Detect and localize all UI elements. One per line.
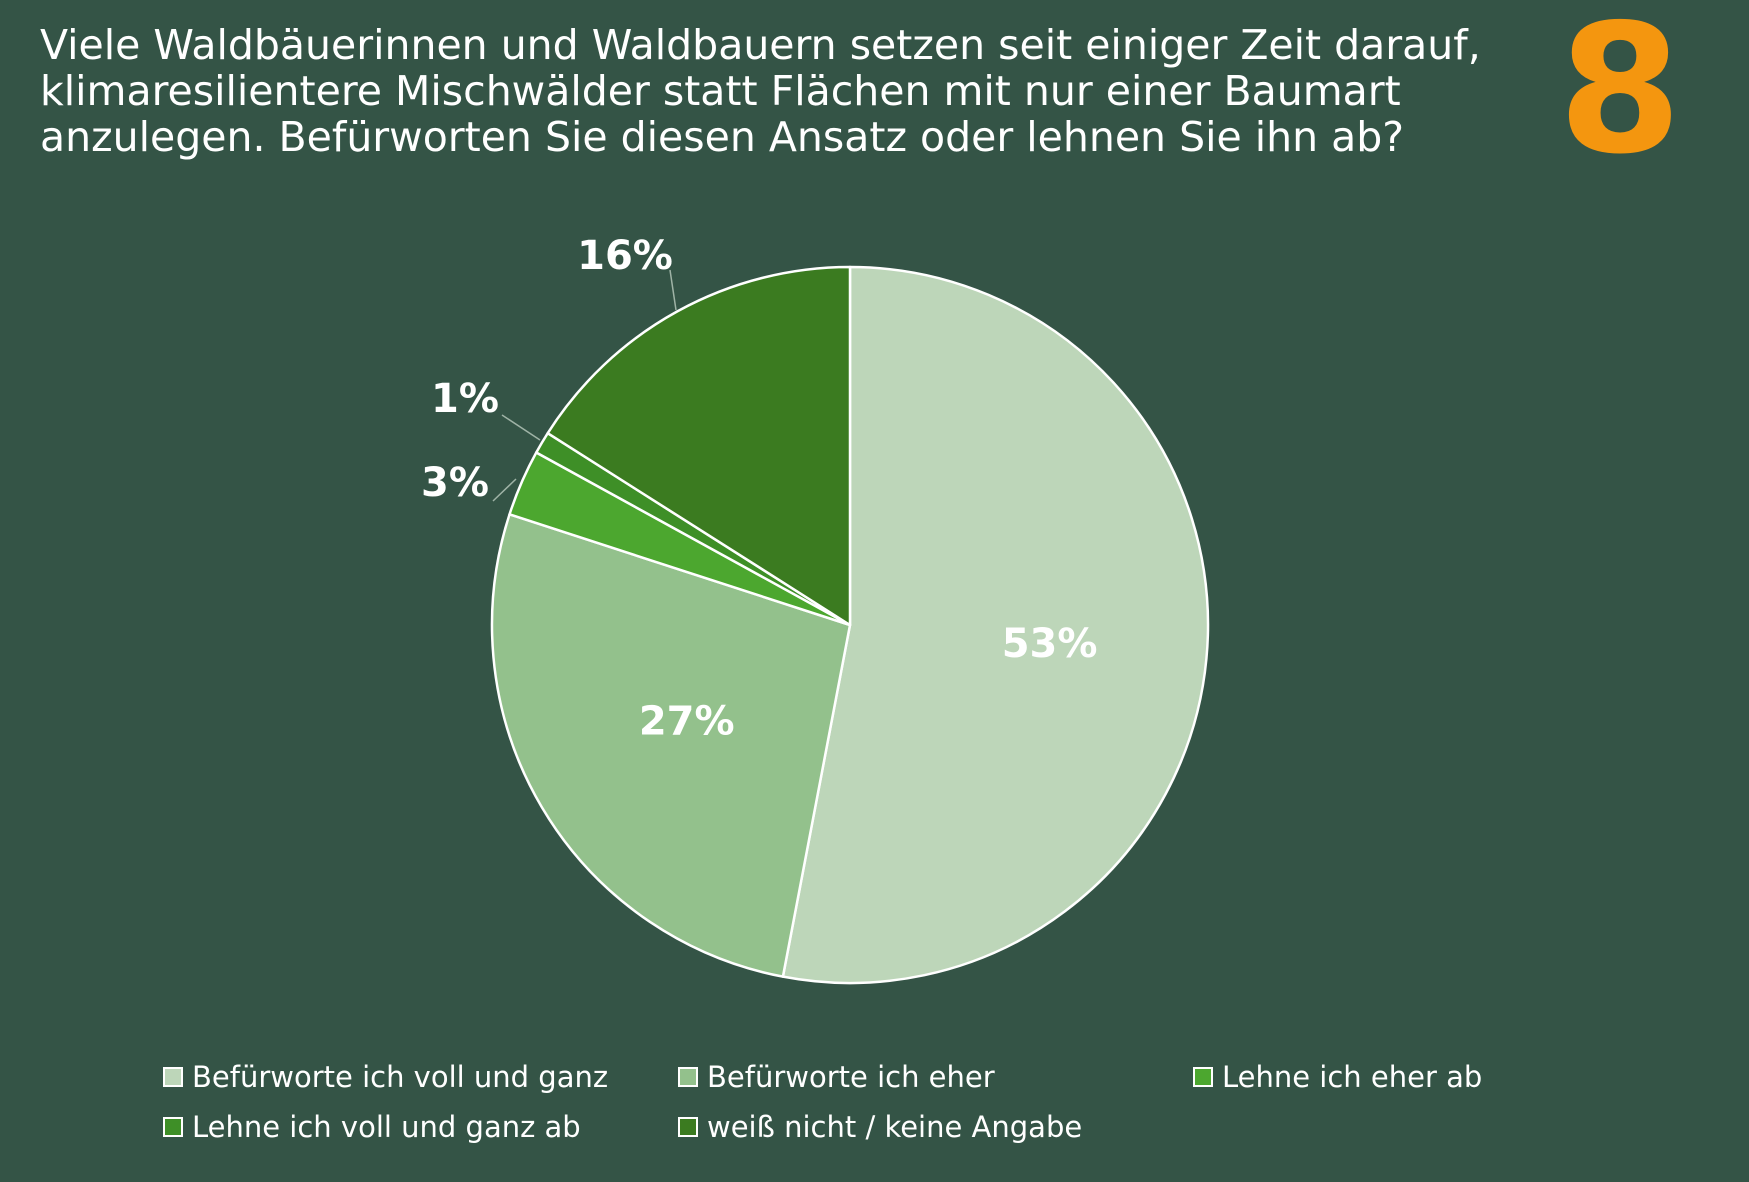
legend-label: weiß nicht / keine Angabe <box>707 1110 1083 1144</box>
question-number: 8 <box>1558 0 1682 193</box>
legend-label: Lehne ich eher ab <box>1222 1060 1483 1094</box>
legend-swatch <box>678 1117 698 1137</box>
data-label-lehne-ich-voll-und-ganz-ab: 1% <box>431 376 499 422</box>
leader-lines <box>492 269 677 502</box>
legend-swatch <box>1193 1067 1213 1087</box>
data-label-befuerworte-ich-eher: 27% <box>639 699 735 745</box>
legend-label: Befürworte ich voll und ganz <box>192 1060 609 1094</box>
slice-labels: 53% 27% 3% 1% 16% <box>421 233 1097 745</box>
legend-item-weiss-nicht-keine-angabe: weiß nicht / keine Angabe <box>678 1108 1193 1146</box>
data-label-weiss-nicht-keine-angabe: 16% <box>577 233 673 279</box>
legend-item-lehne-ich-voll-und-ganz-ab: Lehne ich voll und ganz ab <box>163 1108 678 1146</box>
data-label-befuerworte-ich-voll-und-ganz: 53% <box>1002 621 1098 667</box>
legend-swatch <box>163 1117 183 1137</box>
leader-line-lehne-ich-voll-und-ganz-ab <box>501 414 541 441</box>
pie-slice-befuerworte-ich-voll-und-ganz <box>781 265 1210 985</box>
leader-line-lehne-ich-eher-ab <box>492 478 517 502</box>
legend-swatch <box>678 1067 698 1087</box>
legend-item-befuerworte-ich-voll-und-ganz: Befürworte ich voll und ganz <box>163 1058 678 1096</box>
pie-slice-befuerworte-ich-eher <box>490 513 852 978</box>
data-label-lehne-ich-eher-ab: 3% <box>421 460 489 506</box>
pie-slices <box>490 265 1210 985</box>
legend: Befürworte ich voll und ganz Befürworte i… <box>163 1058 1543 1146</box>
pie-slice-weiss-nicht-keine-angabe <box>546 265 852 627</box>
legend-swatch <box>163 1067 183 1087</box>
leader-line-weiss-nicht-keine-angabe <box>669 269 677 311</box>
legend-item-lehne-ich-eher-ab: Lehne ich eher ab <box>1193 1058 1543 1096</box>
legend-item-befuerworte-ich-eher: Befürworte ich eher <box>678 1058 1193 1096</box>
legend-label: Lehne ich voll und ganz ab <box>192 1110 581 1144</box>
legend-label: Befürworte ich eher <box>707 1060 995 1094</box>
question-title: Viele Waldbäuerinnen und Waldbauern setz… <box>40 21 1481 161</box>
